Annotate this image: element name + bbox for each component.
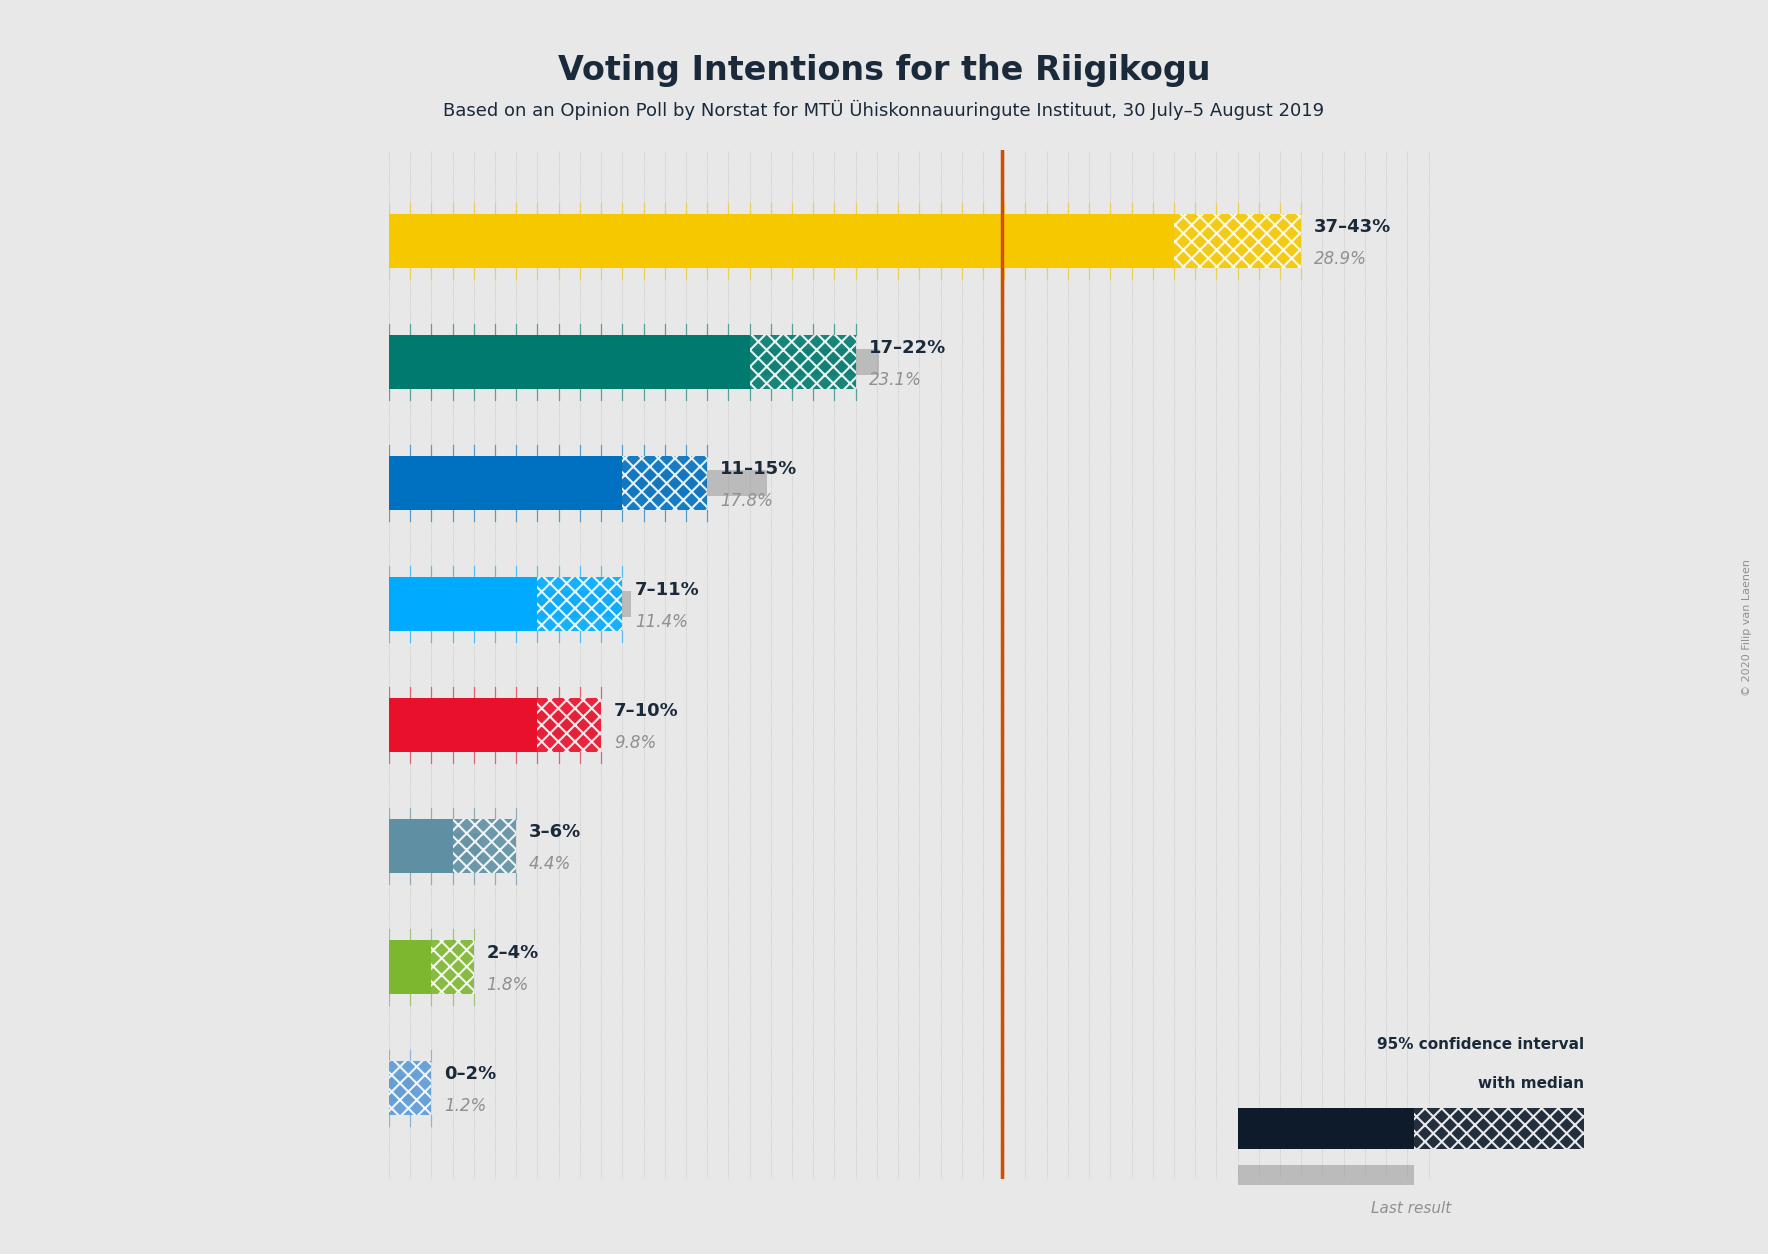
Bar <box>389 456 622 510</box>
Text: Last result: Last result <box>1370 1201 1452 1216</box>
Text: 23.1%: 23.1% <box>868 371 921 389</box>
Text: 7–10%: 7–10% <box>613 701 679 720</box>
Text: 17.8%: 17.8% <box>720 493 773 510</box>
Bar <box>1238 1107 1414 1149</box>
Bar <box>389 939 431 994</box>
Bar <box>389 214 1174 268</box>
Text: © 2020 Filip van Laenen: © 2020 Filip van Laenen <box>1741 558 1752 696</box>
Text: 4.4%: 4.4% <box>529 855 571 873</box>
Bar <box>389 954 428 981</box>
Bar <box>389 1061 431 1115</box>
Bar <box>389 470 767 497</box>
Text: 17–22%: 17–22% <box>868 339 946 356</box>
Bar <box>389 228 1002 255</box>
Bar <box>622 456 707 510</box>
Bar <box>389 577 537 631</box>
Bar <box>389 1075 414 1101</box>
Text: 3–6%: 3–6% <box>529 823 582 840</box>
Text: 9.8%: 9.8% <box>613 735 656 752</box>
Text: 0–2%: 0–2% <box>444 1065 497 1082</box>
Text: Voting Intentions for the Riigikogu: Voting Intentions for the Riigikogu <box>557 54 1211 87</box>
Bar <box>537 698 601 752</box>
Bar <box>1414 1107 1584 1149</box>
Bar <box>453 819 516 873</box>
Text: 11–15%: 11–15% <box>720 460 797 478</box>
Bar <box>389 335 750 390</box>
Text: 37–43%: 37–43% <box>1314 218 1391 236</box>
Text: 1.2%: 1.2% <box>444 1097 486 1115</box>
Bar <box>537 577 622 631</box>
Text: 28.9%: 28.9% <box>1314 251 1367 268</box>
Bar <box>389 819 453 873</box>
Text: Based on an Opinion Poll by Norstat for MTÜ Ühiskonnauuringute Instituut, 30 Jul: Based on an Opinion Poll by Norstat for … <box>444 100 1324 120</box>
Text: 7–11%: 7–11% <box>635 581 700 598</box>
Text: with median: with median <box>1478 1076 1584 1091</box>
Text: 11.4%: 11.4% <box>635 613 688 631</box>
Bar <box>750 335 856 390</box>
Bar <box>389 349 879 375</box>
Text: 1.8%: 1.8% <box>486 976 529 994</box>
Bar <box>389 591 631 617</box>
Bar <box>389 712 598 739</box>
Bar <box>1238 1165 1414 1185</box>
Text: 2–4%: 2–4% <box>486 943 539 962</box>
Bar <box>389 833 483 859</box>
Text: 95% confidence interval: 95% confidence interval <box>1377 1037 1584 1052</box>
Bar <box>1174 214 1301 268</box>
Bar <box>431 939 474 994</box>
Bar <box>389 698 537 752</box>
